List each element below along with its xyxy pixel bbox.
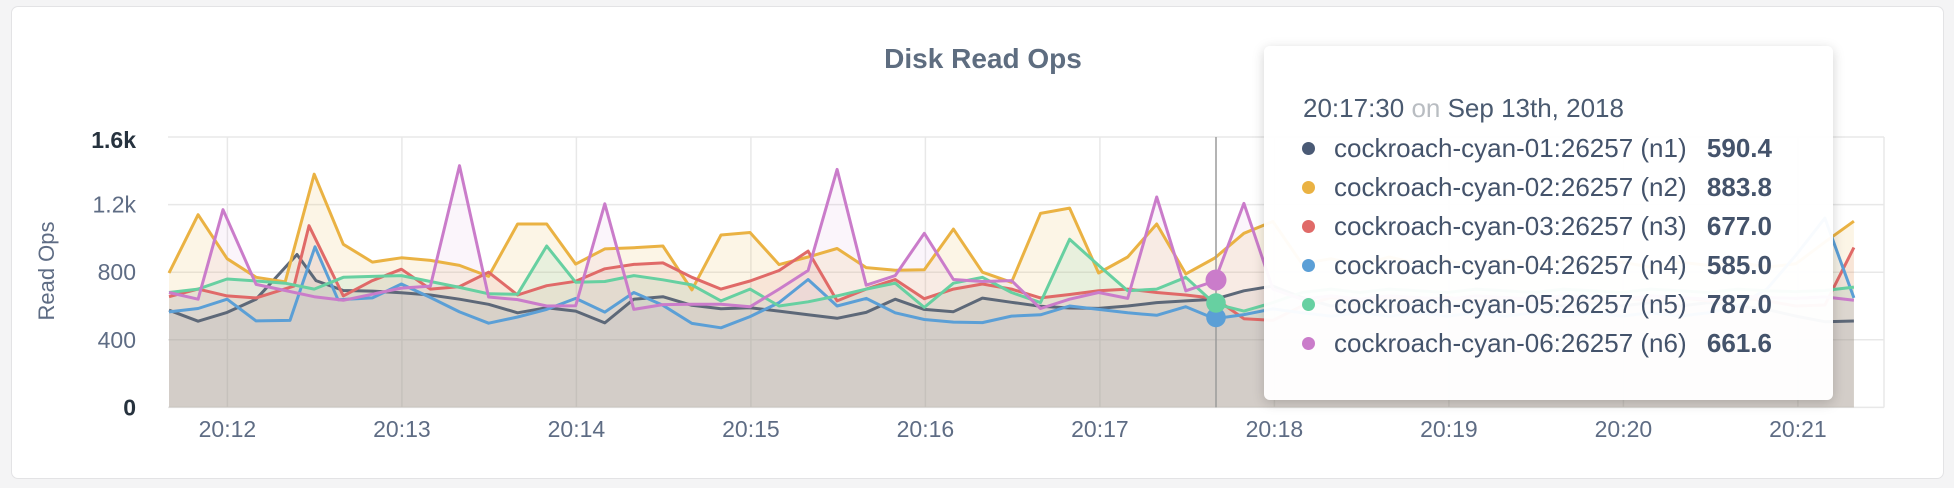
svg-text:20:21: 20:21: [1769, 416, 1827, 442]
svg-text:0: 0: [123, 394, 136, 420]
svg-text:400: 400: [98, 327, 136, 353]
svg-text:20:19: 20:19: [1420, 416, 1478, 442]
svg-text:Read Ops: Read Ops: [34, 221, 59, 320]
svg-text:20:12: 20:12: [199, 416, 257, 442]
svg-text:1.2k: 1.2k: [93, 192, 137, 218]
svg-text:20:15: 20:15: [722, 416, 780, 442]
svg-text:20:16: 20:16: [897, 416, 955, 442]
svg-text:20:14: 20:14: [548, 416, 606, 442]
svg-text:1.6k: 1.6k: [91, 127, 136, 153]
svg-text:20:13: 20:13: [373, 416, 431, 442]
svg-text:20:20: 20:20: [1595, 416, 1653, 442]
svg-text:20:17: 20:17: [1071, 416, 1129, 442]
svg-text:800: 800: [98, 259, 136, 285]
svg-text:20:18: 20:18: [1246, 416, 1304, 442]
